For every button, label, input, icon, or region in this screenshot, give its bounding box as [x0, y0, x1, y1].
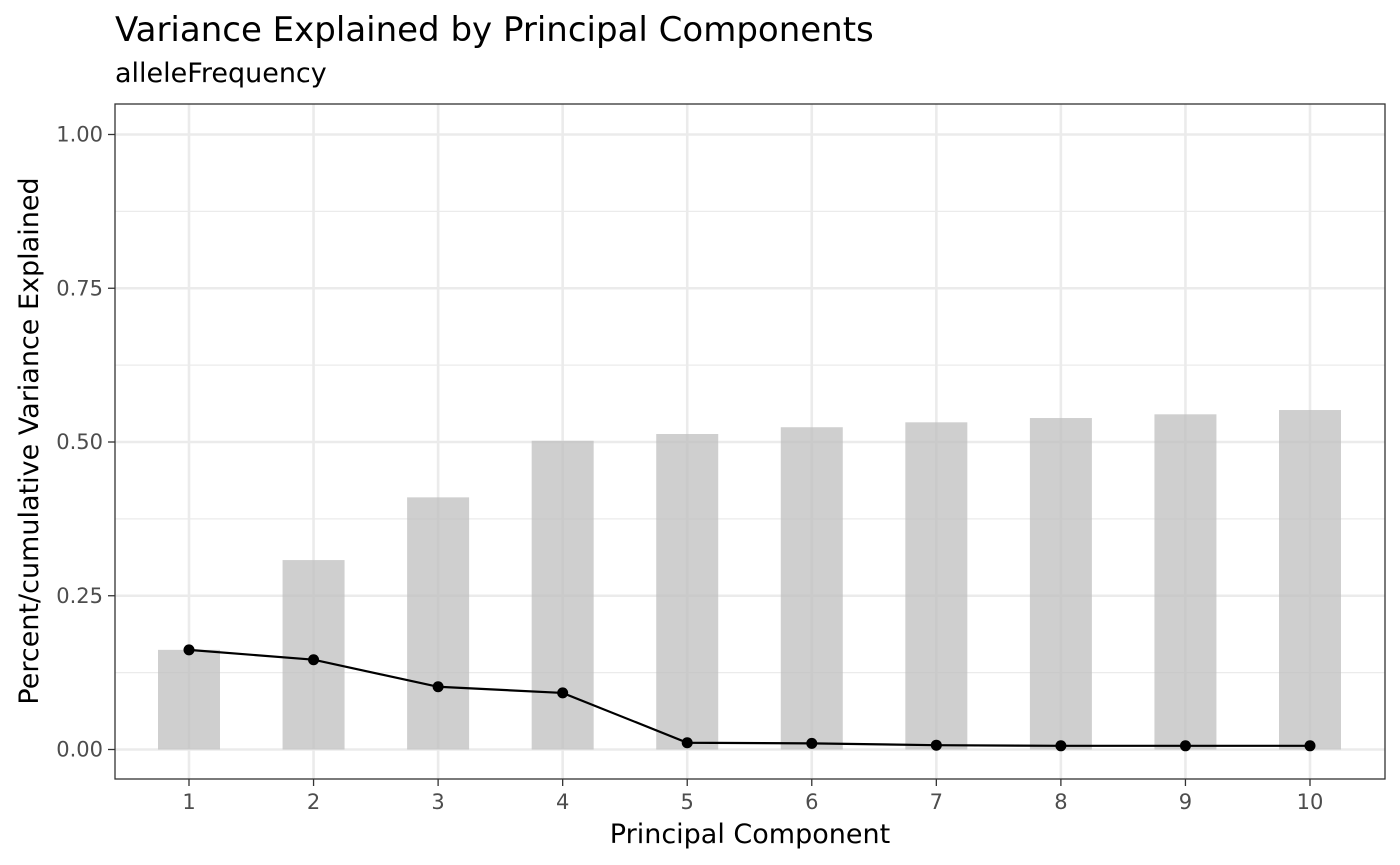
x-tick-label: 7	[930, 790, 943, 814]
x-tick-label: 9	[1179, 790, 1192, 814]
x-tick-label: 5	[681, 790, 694, 814]
chart-subtitle: alleleFrequency	[115, 58, 327, 89]
variance-point-pc-5	[681, 737, 693, 749]
y-tick-label: 0.50	[56, 430, 103, 454]
bar-cumulative-pc-9	[1154, 414, 1217, 750]
x-tick-label: 4	[556, 790, 569, 814]
variance-point-pc-6	[806, 737, 818, 749]
y-tick-label: 1.00	[56, 123, 103, 147]
x-tick-label: 3	[431, 790, 444, 814]
bar-cumulative-pc-10	[1279, 410, 1341, 750]
line-layer	[183, 644, 1316, 752]
variance-point-pc-10	[1304, 740, 1316, 752]
variance-point-pc-3	[432, 681, 444, 693]
axis-layer: 0.00 0.25 0.50 0.75 1.00 1 2 3 4 5 6 7 8 9 10	[56, 123, 1323, 815]
x-tick-label: 2	[307, 790, 320, 814]
bar-cumulative-pc-6	[780, 427, 843, 750]
x-tick-label: 1	[182, 790, 195, 814]
variance-point-pc-9	[1179, 740, 1191, 752]
variance-point-pc-1	[183, 644, 195, 656]
x-tick-label: 8	[1054, 790, 1067, 814]
variance-line	[188, 648, 1310, 747]
y-tick-label: 0.75	[56, 276, 103, 300]
bar-cumulative-pc-8	[1029, 418, 1092, 750]
x-tick-label: 6	[805, 790, 818, 814]
bar-cumulative-pc-7	[905, 422, 968, 750]
bar-layer	[158, 410, 1341, 750]
variance-point-pc-2	[308, 654, 320, 666]
y-axis-title: Percent/cumulative Variance Explained	[14, 177, 45, 704]
x-tick-label: 10	[1297, 790, 1324, 814]
bar-cumulative-pc-4	[531, 440, 594, 750]
variance-point-pc-4	[557, 687, 569, 699]
variance-point-pc-7	[930, 739, 942, 751]
y-tick-label: 0.25	[56, 584, 103, 608]
bar-cumulative-pc-5	[656, 434, 719, 750]
y-tick-label: 0.00	[56, 738, 103, 762]
bar-cumulative-pc-3	[407, 497, 470, 750]
variance-point-pc-8	[1055, 740, 1067, 752]
x-axis-title: Principal Component	[610, 819, 890, 850]
chart-title: Variance Explained by Principal Componen…	[115, 10, 874, 50]
bar-cumulative-pc-1	[158, 649, 220, 750]
